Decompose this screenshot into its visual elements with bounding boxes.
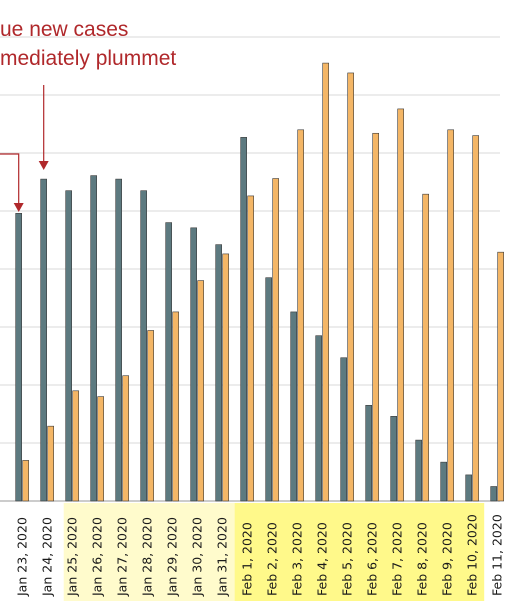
bar [447,129,455,502]
bar [115,178,122,502]
bar [290,311,298,502]
bar [40,178,48,502]
highlight-band [184,503,211,601]
highlight-band [309,503,336,601]
bar [265,277,273,502]
x-tick-label: Jan 30, 2020 [190,517,205,597]
highlight-band [459,503,485,601]
bar [272,178,280,502]
bar [390,416,398,502]
highlight-band [384,503,411,601]
x-tick-label: Feb 2, 2020 [265,522,280,596]
highlight-band [159,503,186,601]
x-tick-label: Feb 3, 2020 [290,522,305,596]
bar [22,460,30,502]
x-tick-label: Jan 24, 2020 [40,517,55,597]
bar [15,213,22,502]
bar [90,175,97,502]
bar [240,137,247,502]
x-tick-label: Jan 28, 2020 [140,517,155,597]
annotation-line-2: mediately plummet [0,47,177,70]
x-tick-label: Jan 23, 2020 [15,517,30,597]
highlight-band [234,503,261,601]
highlight-band [409,503,436,601]
bar [47,425,55,502]
bar [165,222,172,502]
bar [365,404,373,502]
bar [472,135,480,502]
x-tick-label: Jan 26, 2020 [90,517,105,597]
x-tick-label: Feb 8, 2020 [415,522,430,596]
x-tick-label: Feb 11, 2020 [490,514,505,596]
bar [340,357,348,502]
bar [172,311,179,502]
bar [147,330,154,502]
bar [190,227,197,502]
annotation-line-1: ue new cases [0,18,129,41]
x-tick-label: Feb 9, 2020 [440,522,455,596]
bar [465,474,473,502]
x-tick-label: Feb 5, 2020 [340,522,355,596]
bar [140,190,147,502]
highlight-band [434,503,461,601]
bar [397,108,405,502]
x-tick-label: Jan 27, 2020 [115,517,130,597]
bar [215,244,222,502]
x-tick-label: Feb 10, 2020 [465,514,480,596]
x-tick-label: Jan 25, 2020 [65,517,80,597]
bar [222,253,229,502]
bar [440,461,448,502]
x-tick-label: Feb 7, 2020 [390,522,405,596]
bar [322,62,330,502]
annotation-arrowhead [38,161,49,170]
bar [65,190,72,502]
highlight-band [109,503,136,601]
x-tick-label: Feb 1, 2020 [240,522,255,596]
bar [497,251,505,502]
annotation-arrowhead [13,203,24,212]
x-tick-label: Jan 31, 2020 [215,517,230,597]
annotation-arrow [0,153,20,203]
bar [247,195,254,502]
bar [315,335,323,502]
x-tick-label: Feb 6, 2020 [365,522,380,596]
bar [347,72,355,502]
bar [97,396,104,502]
highlight-band [209,503,236,601]
bar [197,280,204,502]
x-tick-label: Jan 29, 2020 [165,517,180,597]
highlight-band [84,503,111,601]
bar [415,439,423,502]
bar [297,129,305,502]
highlight-band [63,503,86,601]
highlight-band [334,503,361,601]
bar [490,486,498,502]
highlight-band [359,503,386,601]
highlight-band [134,503,161,601]
bar [422,193,430,502]
highlight-band [259,503,286,601]
bar [372,132,380,502]
bar [122,375,129,502]
highlight-band [284,503,311,601]
x-tick-label: Feb 4, 2020 [315,522,330,596]
bar [72,390,79,502]
